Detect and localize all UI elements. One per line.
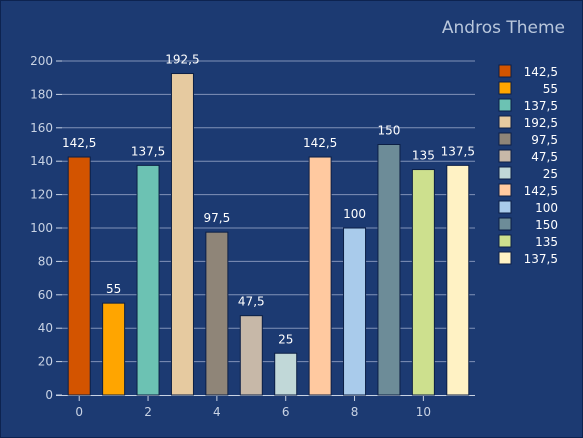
y-tick-label: 180 [30, 87, 53, 101]
legend-swatch [498, 149, 512, 163]
y-tick-label: 60 [38, 288, 53, 302]
x-tick-label: 6 [282, 405, 290, 419]
chart-title: Andros Theme [441, 18, 565, 38]
bar [205, 231, 229, 396]
data-label: 137,5 [441, 144, 475, 158]
x-tick-label: 0 [75, 405, 83, 419]
legend-swatch [498, 183, 512, 197]
legend-label: 150 [535, 218, 558, 232]
axes: 0 20 40 60 80 100 120 140 160 180 200 0 2 4 6 8 10 [30, 54, 475, 419]
bar [170, 73, 194, 396]
bar [67, 156, 91, 396]
legend-label: 25 [543, 167, 558, 181]
y-tick-label: 160 [30, 121, 53, 135]
data-label: 142,5 [303, 136, 337, 150]
legend-label: 135 [535, 235, 558, 249]
bar [239, 315, 263, 396]
bars [67, 73, 470, 396]
bar [446, 164, 470, 396]
bar [343, 227, 367, 396]
legend-label: 100 [535, 201, 558, 215]
legend-label: 192,5 [524, 116, 558, 130]
bar [308, 156, 332, 396]
gridlines [62, 60, 475, 363]
legend-swatch [498, 200, 512, 214]
y-tick-label: 80 [38, 254, 53, 268]
bar [411, 169, 435, 396]
legend-swatch [498, 81, 512, 95]
legend-label: 137,5 [524, 252, 558, 266]
y-tick-label: 0 [45, 388, 53, 402]
legend-swatch [498, 217, 512, 231]
x-tick-label: 10 [416, 405, 431, 419]
x-tick-label: 2 [144, 405, 152, 419]
y-tick-label: 200 [30, 54, 53, 68]
legend-swatch [498, 98, 512, 112]
legend-label: 142,5 [524, 184, 558, 198]
data-label: 135 [412, 149, 435, 163]
data-label: 150 [378, 124, 401, 138]
legend-swatch [498, 251, 512, 265]
x-tick-label: 4 [213, 405, 221, 419]
data-label: 137,5 [131, 144, 165, 158]
legend-label: 142,5 [524, 65, 558, 79]
bar [136, 164, 160, 396]
y-tick-label: 120 [30, 188, 53, 202]
y-tick-label: 20 [38, 355, 53, 369]
legend-label: 137,5 [524, 99, 558, 113]
legend-swatch [498, 234, 512, 248]
legend-swatch [498, 166, 512, 180]
data-label: 47,5 [238, 295, 265, 309]
data-label: 25 [278, 332, 293, 346]
x-tick-label: 8 [351, 405, 359, 419]
y-tick-label: 40 [38, 321, 53, 335]
bar [274, 352, 298, 396]
bar [102, 302, 126, 396]
data-label: 97,5 [204, 211, 231, 225]
legend-label: 97,5 [531, 133, 558, 147]
legend-swatch [498, 64, 512, 78]
data-label: 192,5 [165, 53, 199, 67]
data-label: 142,5 [62, 136, 96, 150]
legend: 142,5 55 137,5 192,5 97,5 47,5 25 142,5 100 150 13… [498, 64, 558, 266]
data-labels: 142,5 55 137,5 192,5 97,5 47,5 25 142,5 100 150 13… [62, 53, 475, 347]
data-label: 100 [343, 207, 366, 221]
y-tick-label: 140 [30, 154, 53, 168]
legend-swatch [498, 115, 512, 129]
y-tick-label: 100 [30, 221, 53, 235]
legend-label: 55 [543, 82, 558, 96]
legend-label: 47,5 [531, 150, 558, 164]
legend-swatch [498, 132, 512, 146]
bar [377, 144, 401, 396]
data-label: 55 [106, 282, 121, 296]
